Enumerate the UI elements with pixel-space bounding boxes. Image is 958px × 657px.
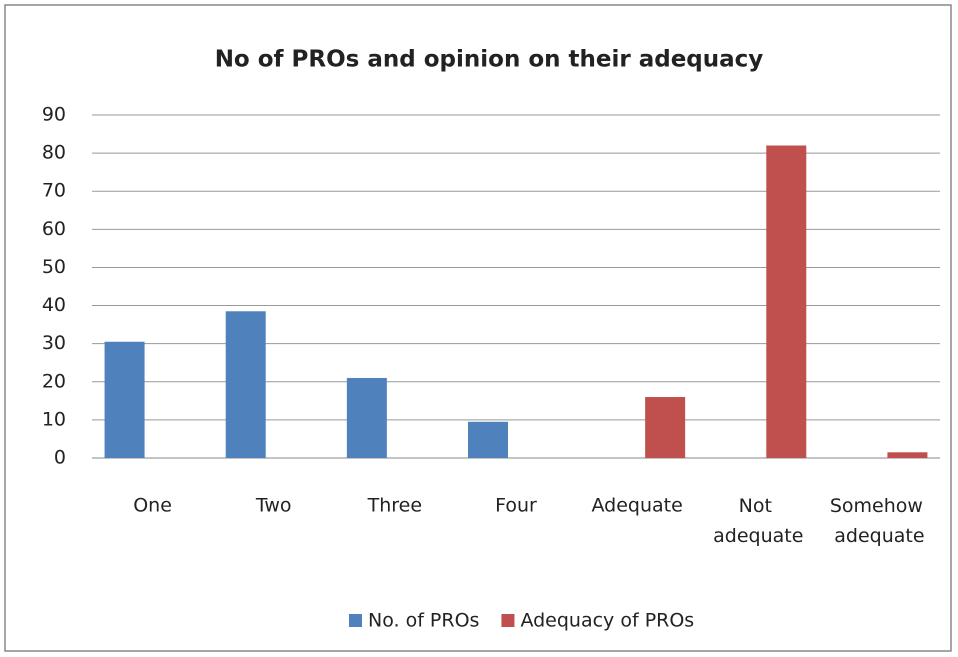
y-tick-label: 60 bbox=[42, 218, 66, 240]
x-tick-label: Not adequate bbox=[713, 495, 803, 547]
bar bbox=[645, 397, 686, 458]
legend-swatch bbox=[501, 614, 515, 627]
legend-label: No. of PROs bbox=[368, 610, 479, 632]
bar bbox=[346, 377, 387, 458]
x-tick-label: Two bbox=[255, 495, 292, 517]
y-tick-label: 0 bbox=[54, 447, 66, 469]
y-tick-label: 10 bbox=[42, 408, 66, 430]
x-tick-label: One bbox=[133, 495, 172, 517]
chart-frame bbox=[4, 4, 952, 652]
bar bbox=[225, 311, 266, 458]
bar bbox=[766, 145, 807, 458]
y-tick-label: 30 bbox=[42, 332, 66, 354]
y-tick-label: 20 bbox=[42, 370, 66, 392]
x-tick-label: Four bbox=[495, 495, 537, 517]
chart-title: No of PROs and opinion on their adequacy bbox=[215, 47, 764, 73]
y-tick-label: 70 bbox=[42, 180, 66, 202]
x-tick-label: Three bbox=[367, 495, 422, 517]
legend-swatch bbox=[349, 614, 362, 627]
legend-label: Adequacy of PROs bbox=[520, 610, 694, 632]
bar bbox=[887, 452, 928, 458]
x-tick-label: Somehow adequate bbox=[830, 495, 929, 547]
y-tick-label: 90 bbox=[42, 104, 66, 126]
y-tick-label: 50 bbox=[42, 256, 66, 278]
x-tick-label: Adequate bbox=[591, 495, 682, 517]
y-tick-label: 40 bbox=[42, 294, 66, 316]
y-tick-label: 80 bbox=[42, 142, 66, 164]
bar bbox=[104, 341, 145, 458]
bar bbox=[468, 421, 508, 458]
